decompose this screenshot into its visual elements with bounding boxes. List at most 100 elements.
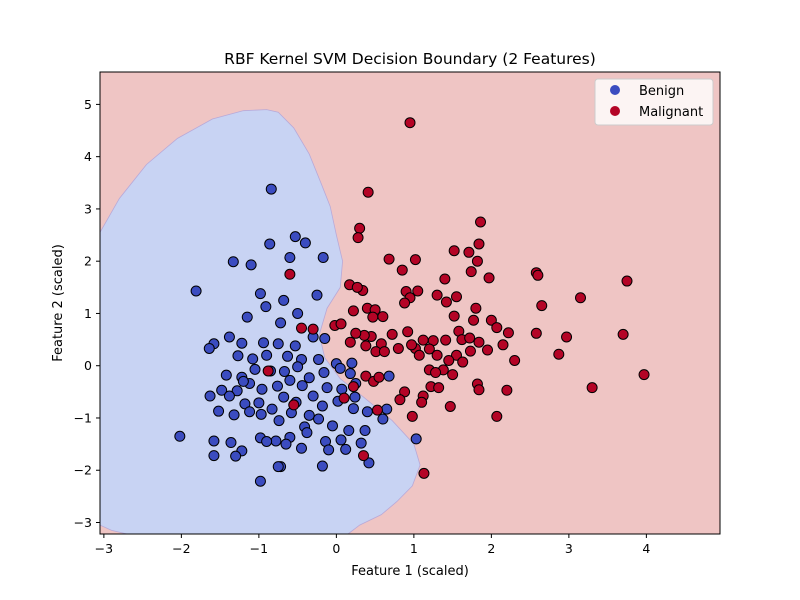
malignant-point <box>360 370 372 382</box>
malignant-point <box>451 349 462 361</box>
benign-point <box>228 409 240 421</box>
malignant-point <box>338 392 350 404</box>
benign-point <box>272 461 284 473</box>
plot-frame <box>99 71 721 535</box>
benign-point <box>292 307 304 319</box>
benign-point <box>343 425 355 437</box>
malignant-point <box>367 311 379 323</box>
benign-point <box>208 450 220 462</box>
malignant-point <box>448 245 460 257</box>
benign-point <box>377 413 389 425</box>
benign-point <box>236 337 248 349</box>
benign-point <box>284 374 296 386</box>
benign-point <box>381 403 393 415</box>
benign-point <box>245 259 257 271</box>
malignant-point <box>447 369 459 381</box>
benign-point <box>241 311 253 323</box>
malignant-point <box>440 334 452 346</box>
malignant-point <box>485 314 497 326</box>
benign-point <box>232 350 244 362</box>
x-tick-label: 1 <box>410 541 418 556</box>
malignant-point <box>418 467 430 479</box>
malignant-point <box>431 349 443 361</box>
malignant-point <box>491 410 503 422</box>
malignant-point <box>465 266 477 278</box>
benign-point <box>237 375 249 387</box>
malignant-point <box>352 232 364 244</box>
benign-point <box>253 397 265 409</box>
benign-point <box>231 385 243 397</box>
malignant-point <box>392 342 404 354</box>
benign-point <box>203 342 215 354</box>
benign-point <box>347 403 359 415</box>
malignant-point <box>430 367 442 379</box>
benign-point <box>317 252 329 264</box>
x-tick-label: −3 <box>95 541 113 556</box>
y-axis: −3 −2 −1 0 1 2 3 4 5 <box>74 97 100 530</box>
benign-point <box>335 434 347 446</box>
benign-point <box>316 400 328 412</box>
malignant-point <box>464 345 476 357</box>
x-axis-label: Feature 1 (scaled) <box>351 564 469 579</box>
malignant-point <box>399 297 411 309</box>
benign-point <box>361 406 373 418</box>
benign-point <box>271 380 283 392</box>
legend: Benign Malignant <box>594 78 714 126</box>
malignant-point <box>502 327 514 339</box>
benign-point <box>223 390 235 402</box>
y-tick-label: 1 <box>84 306 92 321</box>
benign-point <box>275 317 287 329</box>
malignant-point <box>638 369 650 381</box>
benign-point <box>280 438 292 450</box>
malignant-point <box>475 216 487 228</box>
benign-point <box>292 361 304 373</box>
benign-point <box>313 353 325 365</box>
benign-point <box>282 350 294 362</box>
benign-region <box>100 109 421 534</box>
benign-point <box>278 365 290 377</box>
malignant-point <box>553 348 565 360</box>
x-tick-label: 0 <box>332 541 340 556</box>
malignant-point <box>439 273 451 285</box>
benign-point <box>216 384 228 396</box>
benign-point <box>349 391 361 403</box>
benign-point <box>383 370 395 382</box>
malignant-point <box>402 326 414 338</box>
malignant-point <box>482 344 493 356</box>
benign-point <box>316 460 328 472</box>
malignant-point <box>586 382 598 394</box>
malignant-point <box>360 340 372 352</box>
malignant-point <box>457 356 469 368</box>
malignant-point <box>444 400 456 412</box>
malignant-point <box>406 339 418 351</box>
benign-point <box>266 403 278 415</box>
malignant-point <box>451 291 462 303</box>
malignant-point <box>378 346 390 358</box>
malignant-point <box>347 381 359 393</box>
benign-point <box>284 252 296 264</box>
x-tick-label: 2 <box>487 541 495 556</box>
y-tick-label: 3 <box>84 201 92 216</box>
malignant-point <box>404 117 416 129</box>
benign-point <box>334 362 346 374</box>
benign-point <box>220 369 232 381</box>
benign-point <box>272 338 284 350</box>
legend-marker-malignant <box>610 106 620 116</box>
y-tick-label: 5 <box>84 97 92 112</box>
y-axis-label: Feature 2 (scaled) <box>51 244 66 362</box>
benign-point <box>355 437 367 449</box>
malignant-point <box>423 343 435 355</box>
malignant-point <box>354 222 366 234</box>
benign-point <box>247 353 259 365</box>
malignant-point <box>394 394 406 406</box>
benign-point <box>254 288 266 300</box>
malignant-point <box>497 339 509 351</box>
malignant-point <box>396 264 408 276</box>
benign-point <box>227 256 239 268</box>
benign-point <box>289 231 301 243</box>
benign-point <box>261 435 273 447</box>
legend-box <box>594 78 714 126</box>
malignant-point <box>347 305 359 317</box>
benign-point <box>225 437 237 449</box>
